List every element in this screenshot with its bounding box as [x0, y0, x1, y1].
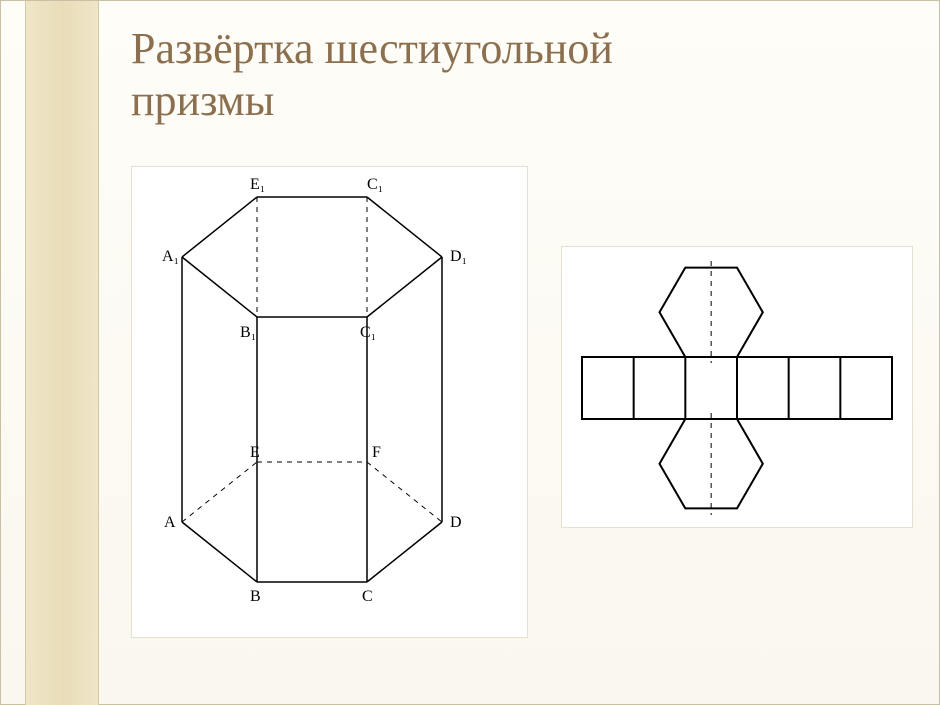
prism-net-svg [562, 247, 912, 527]
svg-text:A₁: A₁ [162, 248, 179, 265]
slide-title: Развёртка шестиугольной призмы [131, 23, 613, 127]
slide-frame: Развёртка шестиугольной призмы A₁ B₁ C₁ D₁ E… [0, 0, 940, 705]
svg-text:E₁: E₁ [250, 176, 265, 193]
svg-text:B: B [250, 588, 261, 605]
svg-text:C₁: C₁ [360, 324, 376, 341]
svg-text:D₁: D₁ [450, 248, 467, 265]
svg-text:C₁: C₁ [367, 176, 383, 193]
prism-3d-panel: A₁ B₁ C₁ D₁ E₁ C₁ A B C D E F [131, 166, 528, 638]
svg-text:C: C [362, 588, 373, 605]
svg-text:A: A [164, 514, 176, 531]
title-line-1: Развёртка шестиугольной [131, 24, 613, 73]
title-line-2: призмы [131, 76, 274, 125]
svg-text:E: E [250, 444, 260, 461]
svg-text:D: D [450, 514, 462, 531]
svg-text:B₁: B₁ [240, 324, 256, 341]
decorative-left-strip [25, 1, 99, 705]
prism-3d-svg: A₁ B₁ C₁ D₁ E₁ C₁ A B C D E F [132, 167, 527, 637]
prism-net-panel [561, 246, 913, 528]
svg-text:F: F [372, 444, 381, 461]
